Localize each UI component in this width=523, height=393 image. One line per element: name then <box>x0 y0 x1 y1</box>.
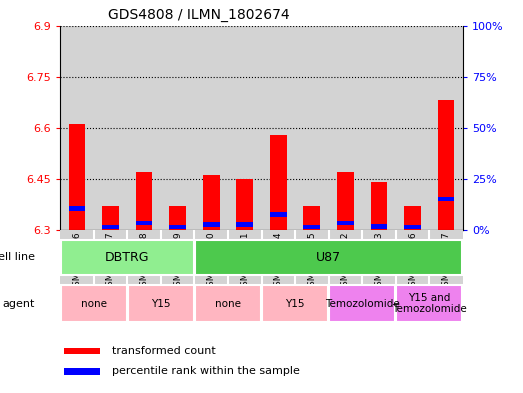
Text: Temozolomide: Temozolomide <box>325 299 400 309</box>
Text: none: none <box>215 299 241 309</box>
Bar <box>262 285 328 322</box>
Bar <box>135 172 152 230</box>
Bar <box>127 230 161 303</box>
Bar <box>102 206 119 230</box>
Bar <box>94 26 127 230</box>
Bar <box>203 222 220 227</box>
Text: GSM1062690: GSM1062690 <box>207 231 215 292</box>
Bar <box>236 179 253 230</box>
Bar <box>262 26 295 230</box>
Text: agent: agent <box>3 299 35 309</box>
Text: Y15: Y15 <box>151 299 170 309</box>
Bar <box>195 240 462 275</box>
Bar <box>228 230 262 303</box>
Text: GSM1062692: GSM1062692 <box>341 231 350 292</box>
Bar <box>295 26 328 230</box>
Bar <box>362 230 396 303</box>
Text: GSM1062695: GSM1062695 <box>308 231 316 292</box>
Text: GSM1062693: GSM1062693 <box>374 231 383 292</box>
Bar <box>128 285 194 322</box>
Bar <box>396 285 462 322</box>
Bar <box>102 225 119 230</box>
Bar <box>438 197 454 202</box>
Text: GSM1062687: GSM1062687 <box>106 231 115 292</box>
Bar <box>195 230 228 303</box>
Bar <box>195 285 261 322</box>
Bar <box>228 26 262 230</box>
Text: GDS4808 / ILMN_1802674: GDS4808 / ILMN_1802674 <box>108 8 290 22</box>
Bar <box>135 221 152 225</box>
Bar <box>328 230 362 303</box>
Bar <box>295 230 328 303</box>
Text: GSM1062697: GSM1062697 <box>441 231 451 292</box>
Bar <box>337 172 354 230</box>
Bar <box>64 347 100 354</box>
Bar <box>60 230 94 303</box>
Bar <box>328 26 362 230</box>
Bar <box>169 225 186 230</box>
Text: none: none <box>81 299 107 309</box>
Text: GSM1062686: GSM1062686 <box>72 231 82 292</box>
Bar <box>396 26 429 230</box>
Text: percentile rank within the sample: percentile rank within the sample <box>112 366 300 376</box>
Text: transformed count: transformed count <box>112 346 216 356</box>
Bar <box>127 26 161 230</box>
Bar <box>161 26 195 230</box>
Text: Y15: Y15 <box>286 299 305 309</box>
Bar <box>61 240 194 275</box>
Bar <box>169 206 186 230</box>
Bar <box>371 224 388 229</box>
Bar <box>60 26 94 230</box>
Text: GSM1062691: GSM1062691 <box>240 231 249 292</box>
Bar <box>69 124 85 230</box>
Bar <box>236 222 253 227</box>
Bar <box>69 206 85 211</box>
Bar <box>61 285 127 322</box>
Bar <box>270 134 287 230</box>
Text: DBTRG: DBTRG <box>105 251 150 264</box>
Text: U87: U87 <box>316 251 341 264</box>
Bar <box>429 26 463 230</box>
Text: GSM1062696: GSM1062696 <box>408 231 417 292</box>
Bar <box>438 101 454 230</box>
Bar <box>371 182 388 230</box>
Bar <box>64 368 100 375</box>
Text: cell line: cell line <box>0 252 35 263</box>
Bar <box>270 212 287 217</box>
Bar <box>404 225 421 230</box>
Text: GSM1062688: GSM1062688 <box>140 231 149 292</box>
Text: GSM1062689: GSM1062689 <box>173 231 182 292</box>
Bar <box>362 26 396 230</box>
Bar <box>303 206 320 230</box>
Bar <box>161 230 195 303</box>
Bar <box>404 206 421 230</box>
Bar <box>337 221 354 225</box>
Bar <box>303 225 320 230</box>
Bar <box>396 230 429 303</box>
Bar <box>262 230 295 303</box>
Bar <box>195 26 228 230</box>
Bar <box>429 230 463 303</box>
Text: GSM1062694: GSM1062694 <box>274 231 283 292</box>
Text: Y15 and
Temozolomide: Y15 and Temozolomide <box>392 293 467 314</box>
Bar <box>203 175 220 230</box>
Bar <box>329 285 395 322</box>
Bar <box>94 230 127 303</box>
